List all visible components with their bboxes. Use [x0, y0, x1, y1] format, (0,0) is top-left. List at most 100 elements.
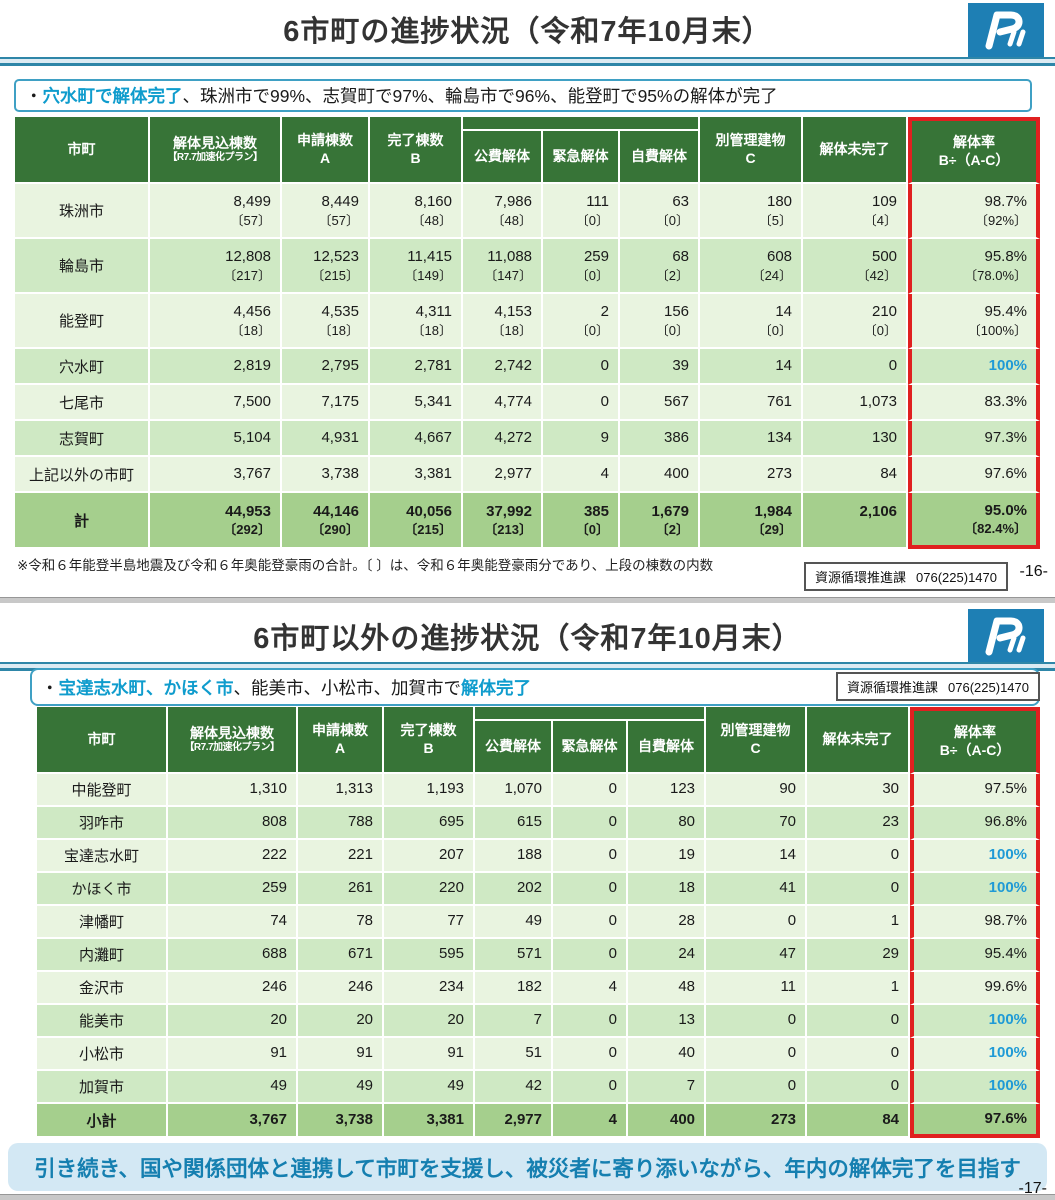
value-cell: 0	[706, 1005, 808, 1038]
value-cell: 221	[298, 840, 384, 873]
value-cell: 1,070	[475, 774, 553, 807]
summary-highlight: 穴水町で解体完了	[42, 86, 183, 106]
value-cell: 3,381	[384, 1104, 475, 1138]
value-cell: 7,986 〔48〕	[463, 184, 543, 239]
column-header: 解体未完了	[803, 117, 909, 184]
table-row: 中能登町 1,310 1,313 1,193 1,070 0 123 90 30 97.5%	[37, 774, 1041, 807]
slide-1: 6市町の進捗状況（令和7年10月末） ・ 穴水町で解体完了 、珠洲市で99%、志…	[0, 0, 1055, 597]
rate-cell: 83.3%	[908, 385, 1041, 421]
table-row: 穴水町 2,819 2,795 2,781 2,742 0 39 14 0 100%	[15, 349, 1041, 385]
value-cell: 30	[807, 774, 911, 807]
column-header: 市町	[15, 117, 150, 184]
value-cell: 68 〔2〕	[620, 239, 701, 294]
contact-box: 資源循環推進課 076(225)1470	[804, 562, 1008, 591]
title-rule	[0, 57, 1055, 66]
table-row: 内灘町 688 671 595 571 0 24 47 29 95.4%	[37, 939, 1041, 972]
value-cell: 671	[298, 939, 384, 972]
value-cell: 246	[298, 972, 384, 1005]
value-cell: 156 〔0〕	[620, 294, 701, 349]
value-cell: 91	[168, 1038, 298, 1071]
value-cell: 40,056 〔215〕	[370, 493, 463, 549]
value-cell: 259	[168, 873, 298, 906]
value-cell: 188	[475, 840, 553, 873]
value-cell: 4,535 〔18〕	[282, 294, 370, 349]
value-cell: 2,795	[282, 349, 370, 385]
value-cell: 11	[706, 972, 808, 1005]
municipality-cell: 金沢市	[37, 972, 168, 1005]
value-cell: 1,193	[384, 774, 475, 807]
value-cell: 14	[706, 840, 808, 873]
value-cell: 500 〔42〕	[803, 239, 909, 294]
column-header: 完了棟数 B	[384, 707, 475, 774]
value-cell: 4,774	[463, 385, 543, 421]
breakdown-column-header: 自費解体	[620, 131, 701, 184]
value-cell: 4,153 〔18〕	[463, 294, 543, 349]
value-cell: 29	[807, 939, 911, 972]
municipality-cell: 七尾市	[15, 385, 150, 421]
value-cell: 42	[475, 1071, 553, 1104]
value-cell: 74	[168, 906, 298, 939]
value-cell: 273	[706, 1104, 808, 1138]
value-cell: 695	[384, 807, 475, 840]
value-cell: 571	[475, 939, 553, 972]
rate-cell: 100%	[910, 1071, 1041, 1104]
municipality-cell: 能美市	[37, 1005, 168, 1038]
table-row: 津幡町 74 78 77 49 0 28 0 1 98.7%	[37, 906, 1041, 939]
table-row: 加賀市 49 49 49 42 0 7 0 0 100%	[37, 1071, 1041, 1104]
rate-column-header: 解体率 B÷（A-C）	[910, 707, 1041, 774]
value-cell: 3,767	[150, 457, 282, 493]
value-cell: 7	[475, 1005, 553, 1038]
rate-cell: 97.5%	[910, 774, 1041, 807]
column-header: 解体未完了	[807, 707, 911, 774]
value-cell: 2,977	[475, 1104, 553, 1138]
value-cell: 91	[384, 1038, 475, 1071]
value-cell: 210 〔0〕	[803, 294, 909, 349]
value-cell: 111 〔0〕	[543, 184, 620, 239]
table-row: 能美市 20 20 20 7 0 13 0 0 100%	[37, 1005, 1041, 1038]
summary-bullet: ・	[41, 677, 59, 698]
value-cell: 788	[298, 807, 384, 840]
value-cell: 808	[168, 807, 298, 840]
value-cell: 2,106	[803, 493, 909, 549]
value-cell: 78	[298, 906, 384, 939]
value-cell: 180 〔5〕	[700, 184, 804, 239]
value-cell: 0	[553, 1005, 628, 1038]
value-cell: 28	[628, 906, 707, 939]
value-cell: 23	[807, 807, 911, 840]
contact-phone: 076(225)1470	[916, 570, 997, 585]
column-header: 別管理建物 C	[706, 707, 808, 774]
value-cell: 688	[168, 939, 298, 972]
value-cell: 1,310	[168, 774, 298, 807]
value-cell: 273	[700, 457, 804, 493]
value-cell: 20	[168, 1005, 298, 1038]
rate-cell: 95.4% 〔100%〕	[908, 294, 1041, 349]
breakdown-column-header: 公費解体	[475, 721, 553, 774]
municipality-cell: 能登町	[15, 294, 150, 349]
value-cell: 234	[384, 972, 475, 1005]
breakdown-column-header: 公費解体	[463, 131, 543, 184]
value-cell: 39	[620, 349, 701, 385]
value-cell: 0	[553, 939, 628, 972]
value-cell: 222	[168, 840, 298, 873]
value-cell: 3,381	[370, 457, 463, 493]
value-cell: 8,499 〔57〕	[150, 184, 282, 239]
municipality-cell: 珠洲市	[15, 184, 150, 239]
page-bottom-divider	[0, 1194, 1055, 1200]
value-cell: 4,667	[370, 421, 463, 457]
summary-text: 、能美市、小松市、加賀市で	[233, 677, 462, 698]
value-cell: 2 〔0〕	[543, 294, 620, 349]
slide-2: 6市町以外の進捗状況（令和7年10月末） ・ 宝達志水町、かほく市 、能美市、小…	[0, 603, 1055, 1197]
value-cell: 2,977	[463, 457, 543, 493]
value-cell: 0	[553, 807, 628, 840]
ishikawa-prefecture-logo-icon	[968, 609, 1044, 663]
value-cell: 49	[168, 1071, 298, 1104]
value-cell: 130	[803, 421, 909, 457]
breakdown-column-header: 緊急解体	[553, 721, 628, 774]
column-header: 申請棟数 A	[298, 707, 384, 774]
slide-divider	[0, 597, 1055, 603]
value-cell: 5,104	[150, 421, 282, 457]
value-cell: 77	[384, 906, 475, 939]
value-cell: 0	[807, 873, 911, 906]
rate-cell: 96.8%	[910, 807, 1041, 840]
municipality-cell: 上記以外の市町	[15, 457, 150, 493]
